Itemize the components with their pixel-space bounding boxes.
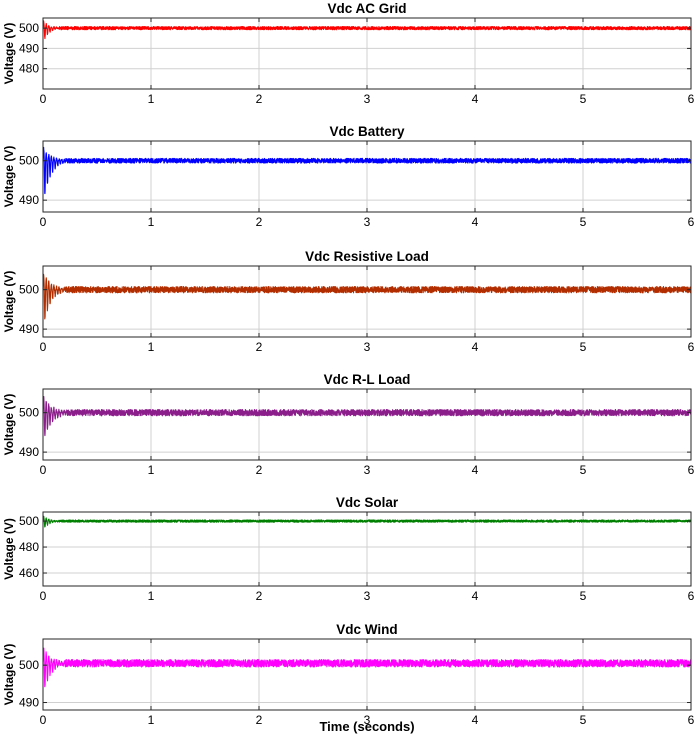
x-tick-label: 0 bbox=[40, 92, 47, 106]
x-tick-label: 0 bbox=[40, 589, 47, 603]
x-tick-label: 0 bbox=[40, 215, 47, 229]
x-tick-label: 0 bbox=[40, 463, 47, 477]
x-tick-label: 2 bbox=[256, 463, 263, 477]
y-axis-label: Voltage (V) bbox=[2, 518, 16, 580]
x-tick-label: 2 bbox=[256, 713, 263, 727]
voltage-trace bbox=[42, 146, 692, 195]
x-tick-label: 4 bbox=[472, 340, 479, 354]
x-tick-label: 6 bbox=[688, 215, 695, 229]
x-tick-label: 6 bbox=[688, 589, 695, 603]
x-tick-label: 5 bbox=[580, 92, 587, 106]
x-tick-label: 1 bbox=[148, 713, 155, 727]
x-tick-label: 5 bbox=[580, 215, 587, 229]
y-tick-label: 490 bbox=[19, 193, 39, 207]
x-tick-label: 6 bbox=[688, 713, 695, 727]
x-tick-label: 4 bbox=[472, 713, 479, 727]
y-axis-label: Voltage (V) bbox=[2, 146, 16, 208]
x-tick-label: 4 bbox=[472, 463, 479, 477]
y-tick-label: 500 bbox=[19, 406, 39, 420]
y-tick-label: 480 bbox=[19, 540, 39, 554]
x-tick-label: 3 bbox=[364, 589, 371, 603]
x-tick-label: 1 bbox=[148, 215, 155, 229]
subplot-5: 0 1 2 3 4 5 6 460 480 500 Vdc Solar Voltage (V) bbox=[2, 495, 695, 603]
y-tick-label: 480 bbox=[19, 62, 39, 76]
y-tick-label: 500 bbox=[19, 514, 39, 528]
x-tick-label: 1 bbox=[148, 92, 155, 106]
y-tick-label: 500 bbox=[19, 21, 39, 35]
subplot-title: Vdc Wind bbox=[336, 622, 397, 637]
voltage-trace bbox=[42, 647, 692, 688]
x-tick-label: 3 bbox=[364, 713, 371, 727]
subplot-2: 0 1 2 3 4 5 6 490 500 Vdc Battery Voltage (V) bbox=[2, 124, 695, 229]
x-tick-label: 3 bbox=[364, 215, 371, 229]
y-tick-label: 490 bbox=[19, 322, 39, 336]
x-tick-label: 4 bbox=[472, 589, 479, 603]
x-tick-label: 2 bbox=[256, 340, 263, 354]
x-tick-label: 5 bbox=[580, 340, 587, 354]
x-tick-label: 4 bbox=[472, 92, 479, 106]
voltage-trace bbox=[42, 395, 692, 437]
subplot-4: 0 1 2 3 4 5 6 490 500 Vdc R-L Load Voltage (V) bbox=[2, 372, 695, 477]
x-tick-label: 3 bbox=[364, 463, 371, 477]
y-tick-label: 500 bbox=[19, 658, 39, 672]
subplot-3: 0 1 2 3 4 5 6 490 500 Vdc Resistive Load Voltage (… bbox=[2, 249, 695, 354]
y-tick-label: 490 bbox=[19, 445, 39, 459]
voltage-trace bbox=[42, 273, 692, 320]
subplot-title: Vdc AC Grid bbox=[327, 1, 406, 16]
x-tick-label: 6 bbox=[688, 463, 695, 477]
y-axis-label: Voltage (V) bbox=[2, 23, 16, 85]
subplot-1: 0 1 2 3 4 5 6 480 490 500 Vdc AC Grid Voltage (V) bbox=[2, 1, 695, 106]
x-tick-label: 5 bbox=[580, 463, 587, 477]
subplot-6: 0 1 2 3 4 5 6 490 500 Vdc Wind Voltage (V) Time (se… bbox=[2, 622, 695, 734]
x-tick-label: 1 bbox=[148, 463, 155, 477]
x-tick-label: 5 bbox=[580, 713, 587, 727]
subplot-title: Vdc Battery bbox=[329, 124, 405, 139]
x-tick-label: 2 bbox=[256, 215, 263, 229]
x-tick-label: 2 bbox=[256, 92, 263, 106]
y-tick-label: 500 bbox=[19, 154, 39, 168]
y-axis-label: Voltage (V) bbox=[2, 644, 16, 706]
voltage-trace bbox=[42, 515, 692, 528]
x-tick-label: 6 bbox=[688, 340, 695, 354]
x-tick-label: 0 bbox=[40, 713, 47, 727]
subplot-title: Vdc R-L Load bbox=[324, 372, 411, 387]
y-axis-label: Voltage (V) bbox=[2, 271, 16, 333]
x-tick-label: 2 bbox=[256, 589, 263, 603]
subplot-title: Vdc Resistive Load bbox=[305, 249, 429, 264]
y-tick-label: 490 bbox=[19, 41, 39, 55]
y-tick-label: 500 bbox=[19, 283, 39, 297]
subplot-title: Vdc Solar bbox=[336, 495, 399, 510]
x-axis-label: Time (seconds) bbox=[319, 719, 414, 734]
y-tick-label: 490 bbox=[19, 696, 39, 710]
x-tick-label: 0 bbox=[40, 340, 47, 354]
voltage-trace bbox=[42, 20, 692, 40]
y-axis-label: Voltage (V) bbox=[2, 394, 16, 456]
x-tick-label: 5 bbox=[580, 589, 587, 603]
x-tick-label: 1 bbox=[148, 340, 155, 354]
x-tick-label: 1 bbox=[148, 589, 155, 603]
y-tick-label: 460 bbox=[19, 566, 39, 580]
x-tick-label: 6 bbox=[688, 92, 695, 106]
x-tick-label: 3 bbox=[364, 92, 371, 106]
x-tick-label: 4 bbox=[472, 215, 479, 229]
x-tick-label: 3 bbox=[364, 340, 371, 354]
